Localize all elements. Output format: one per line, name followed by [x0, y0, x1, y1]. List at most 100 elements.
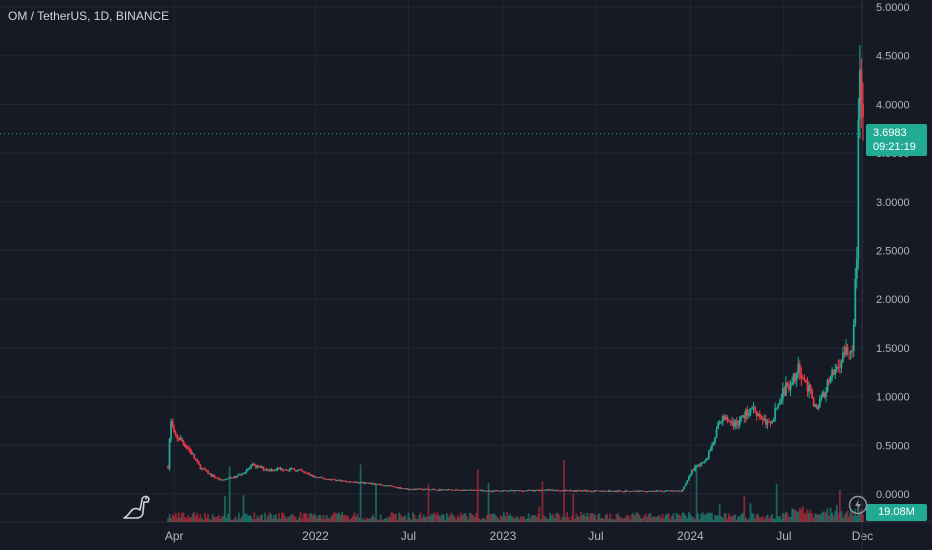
candle-body [379, 484, 382, 486]
volume-bar [805, 512, 807, 522]
volume-bar [603, 519, 605, 522]
volume-bar [612, 518, 615, 522]
volume-bar [352, 515, 354, 522]
candle-body [378, 483, 381, 485]
candle-body [168, 439, 171, 469]
volume-tag: 19.08M [866, 504, 927, 521]
candle-body [575, 490, 578, 492]
dinosaur-logo-icon[interactable] [120, 490, 156, 522]
candle-body [729, 421, 732, 423]
volume-bar [299, 512, 302, 522]
volume-bar [388, 517, 391, 522]
volume-bar [187, 514, 189, 522]
volume-bar [362, 517, 365, 522]
candle-body [185, 446, 188, 448]
candle-body [278, 468, 280, 469]
volume-bar [478, 518, 481, 522]
volume-bar [170, 518, 172, 522]
candle-body [526, 490, 528, 491]
candle-body [191, 453, 194, 455]
candle-body [684, 483, 687, 487]
volume-bar [256, 515, 259, 522]
candle-body [598, 490, 601, 492]
candle-body [533, 490, 536, 492]
volume-bar [176, 517, 179, 522]
volume-bar [467, 519, 470, 522]
volume-bar [390, 512, 393, 522]
candle-body [536, 489, 539, 491]
volume-bar [746, 519, 749, 522]
candle-body [862, 103, 864, 118]
volume-bar [378, 519, 381, 522]
volume-bar [748, 518, 750, 522]
volume-bar [726, 518, 729, 522]
volume-bar [262, 519, 265, 522]
volume-bar [751, 513, 753, 522]
candle-body [697, 464, 699, 466]
volume-bar [829, 507, 832, 522]
candle-body [449, 489, 451, 491]
lightning-icon[interactable] [848, 495, 868, 515]
symbol-title: OM / TetherUS, 1D, BINANCE [8, 9, 170, 23]
volume-bar [556, 513, 559, 522]
candle-body [176, 435, 179, 439]
volume-bar [484, 519, 487, 522]
candle-body [630, 491, 633, 492]
volume-bar [717, 515, 720, 522]
candle-body [576, 490, 579, 492]
volume-bar [709, 512, 712, 522]
volume-bar [720, 516, 723, 522]
candle-body [603, 490, 605, 492]
volume-bar [245, 513, 248, 522]
volume-bar [666, 513, 669, 522]
volume-bar [288, 516, 291, 522]
candle-body [763, 418, 766, 421]
candle-body [353, 482, 356, 484]
candle-body [843, 352, 846, 355]
candle-body [180, 438, 183, 441]
volume-bar [301, 518, 303, 522]
candle-body [382, 485, 385, 487]
candle-body [368, 482, 371, 484]
candle-body [204, 468, 206, 471]
candle-body [757, 413, 760, 416]
volume-bar [663, 518, 666, 522]
volume-bar [228, 466, 231, 522]
volume-bar [627, 515, 630, 522]
candle-body [658, 490, 661, 492]
volume-bar [593, 514, 596, 522]
candle-body [268, 469, 271, 471]
volume-bar [221, 516, 223, 522]
volume-bar [597, 514, 599, 522]
candle-body [818, 399, 821, 408]
volume-bar [590, 513, 593, 522]
candle-body [202, 467, 205, 469]
candle-body [184, 443, 186, 447]
candle-body [712, 442, 715, 446]
candle-body [358, 482, 360, 484]
y-tick-label: 0.5000 [876, 440, 910, 452]
volume-bar [339, 515, 342, 522]
volume-bar [849, 509, 852, 522]
candle-body [675, 490, 678, 492]
volume-bar [372, 514, 374, 522]
volume-bar [783, 514, 786, 522]
candle-body [469, 489, 471, 491]
candle-body [489, 490, 491, 492]
volume-bar [204, 512, 206, 522]
volume-bar [439, 515, 442, 522]
volume-bar [689, 513, 692, 522]
candle-body [348, 481, 351, 483]
candle-body [205, 470, 208, 472]
volume-bar [274, 514, 277, 522]
volume-bar [196, 512, 199, 522]
volume-bar [737, 516, 740, 522]
candle-body [509, 490, 511, 492]
volume-bar [811, 513, 814, 522]
candle-body [823, 391, 826, 398]
volume-bar [495, 515, 498, 522]
candle-body [338, 479, 340, 481]
candle-body [194, 458, 197, 461]
